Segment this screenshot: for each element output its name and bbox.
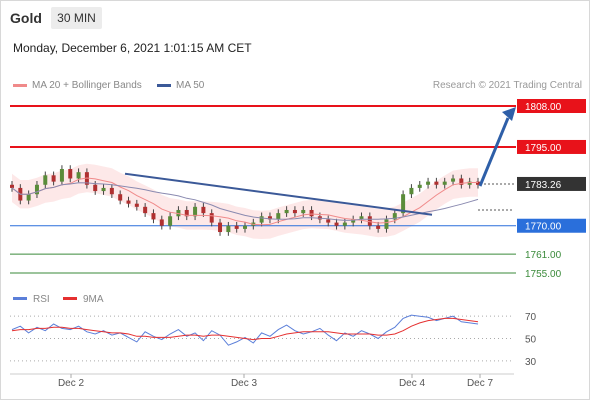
candle-body bbox=[409, 187, 414, 195]
candle-body bbox=[59, 169, 64, 182]
rsi-tick-30: 30 bbox=[525, 357, 537, 368]
candle-body bbox=[259, 216, 264, 223]
candle-body bbox=[193, 206, 198, 217]
rsi-legend-label: RSI bbox=[33, 294, 50, 305]
candle-body bbox=[26, 194, 31, 201]
x-tick-label: Dec 2 bbox=[58, 378, 85, 389]
level-tag-1 bbox=[517, 139, 586, 154]
candle-body bbox=[143, 206, 148, 214]
legend-ma20-label: MA 20 + Bollinger Bands bbox=[32, 80, 142, 91]
ma20-swatch bbox=[13, 83, 27, 87]
candle-body bbox=[401, 194, 406, 214]
candle-body bbox=[226, 225, 231, 233]
level-label-5: 1755.00 bbox=[525, 269, 562, 280]
candle-body bbox=[467, 181, 472, 185]
candle-body bbox=[218, 222, 223, 233]
level-label-1: 1795.00 bbox=[525, 143, 562, 154]
candle-body bbox=[334, 222, 339, 226]
level-label-4: 1761.00 bbox=[525, 250, 562, 261]
target-arrow bbox=[478, 117, 510, 187]
credit-text: Research © 2021 Trading Central bbox=[432, 80, 582, 91]
candle-body bbox=[243, 225, 247, 229]
level-label-0: 1808.00 bbox=[525, 102, 562, 113]
level-tag-2 bbox=[517, 176, 586, 191]
candle-body bbox=[359, 216, 364, 220]
ma50-line bbox=[11, 182, 479, 221]
rsi-tick-50: 50 bbox=[525, 335, 537, 346]
target-arrowhead bbox=[502, 107, 516, 121]
candle-body bbox=[459, 178, 464, 185]
level-tag-3 bbox=[517, 218, 586, 233]
candle-body bbox=[34, 184, 39, 195]
candle-body bbox=[43, 175, 48, 185]
candle-body bbox=[151, 213, 156, 220]
candle-body bbox=[159, 219, 164, 226]
candle-body bbox=[126, 200, 131, 204]
candle-body bbox=[384, 219, 389, 229]
candle-body bbox=[101, 187, 106, 192]
candle-body bbox=[284, 209, 289, 214]
x-tick-label: Dec 7 bbox=[467, 378, 494, 389]
rsi-tick-70: 70 bbox=[525, 312, 537, 323]
candle-body bbox=[426, 181, 431, 185]
ma20-line bbox=[11, 177, 478, 226]
ma9-legend-label: 9MA bbox=[83, 294, 104, 305]
candle-body bbox=[292, 209, 297, 214]
symbol-title: Gold bbox=[10, 10, 42, 26]
legend-ma50: MA 50 bbox=[157, 80, 204, 91]
candle-body bbox=[451, 178, 456, 182]
trend-line bbox=[124, 172, 433, 216]
candle-body bbox=[51, 175, 56, 182]
timeframe-button[interactable]: 30 MIN bbox=[51, 7, 102, 29]
candle-body bbox=[276, 213, 281, 220]
candle-body bbox=[434, 181, 439, 185]
candle-body bbox=[118, 194, 123, 201]
candle-body bbox=[351, 219, 356, 223]
candle-body bbox=[109, 187, 114, 195]
candle-body bbox=[134, 203, 139, 207]
candle-body bbox=[209, 213, 214, 223]
candle-body bbox=[76, 172, 81, 179]
rsi-series-rsi bbox=[11, 314, 479, 346]
rsi-series-9ma bbox=[11, 317, 479, 341]
candle-body bbox=[476, 181, 480, 185]
candle-body bbox=[201, 206, 206, 214]
candle-body bbox=[376, 225, 381, 229]
candle-body bbox=[342, 222, 347, 226]
x-tick-label: Dec 4 bbox=[399, 378, 426, 389]
candle-body bbox=[267, 216, 272, 220]
candle-body bbox=[442, 181, 447, 185]
level-label-2: 1783.26 bbox=[525, 180, 562, 191]
legend-ma50-label: MA 50 bbox=[176, 80, 205, 91]
candle-body bbox=[367, 216, 372, 226]
candle-body bbox=[10, 184, 14, 188]
candle-body bbox=[392, 213, 397, 220]
ma50-swatch bbox=[157, 83, 171, 87]
ma9-legend-swatch bbox=[63, 297, 77, 300]
candle-body bbox=[184, 209, 189, 217]
candle-body bbox=[234, 225, 239, 229]
legend-ma20: MA 20 + Bollinger Bands bbox=[13, 80, 142, 91]
candle-body bbox=[417, 184, 422, 188]
candle-body bbox=[93, 184, 98, 192]
rsi-legend-swatch bbox=[13, 297, 27, 300]
x-tick-label: Dec 3 bbox=[231, 378, 258, 389]
level-tag-0 bbox=[517, 99, 586, 113]
candle-body bbox=[168, 216, 173, 226]
candle-body bbox=[326, 219, 331, 223]
level-label-3: 1770.00 bbox=[525, 222, 562, 233]
candle-body bbox=[68, 169, 73, 179]
candle-body bbox=[301, 209, 306, 214]
chart-date: Monday, December 6, 2021 1:01:15 AM CET bbox=[13, 41, 252, 55]
candle-body bbox=[309, 209, 314, 217]
